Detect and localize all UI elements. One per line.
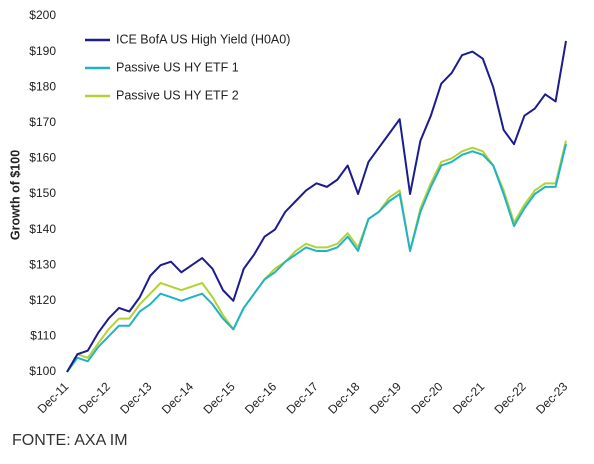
- y-tick-label: $200: [29, 8, 56, 22]
- y-tick-label: $190: [29, 44, 56, 58]
- x-tick-label: Dec-17: [284, 379, 321, 416]
- y-tick-label: $130: [29, 257, 56, 271]
- x-tick-label: Dec-18: [325, 379, 362, 416]
- x-tick-label: Dec-16: [242, 379, 279, 416]
- y-axis-label: Growth of $100: [8, 150, 22, 240]
- x-tick-label: Dec-15: [200, 379, 237, 416]
- y-tick-label: $110: [30, 329, 56, 343]
- series-line: [66, 143, 567, 373]
- y-tick-label: $100: [29, 364, 56, 378]
- y-tick-label: $170: [29, 115, 56, 129]
- x-tick-label: Dec-20: [408, 379, 445, 416]
- series-line: [66, 140, 567, 373]
- legend-label: ICE BofA US High Yield (H0A0): [116, 32, 290, 46]
- y-tick-label: $160: [29, 151, 56, 165]
- source: FONTE: AXA IM: [12, 432, 128, 449]
- x-tick-label: Dec-14: [159, 379, 196, 416]
- x-tick-label: Dec-19: [367, 379, 404, 416]
- legend: ICE BofA US High Yield (H0A0) Passive US …: [85, 32, 290, 102]
- x-tick-label: Dec-23: [533, 379, 570, 416]
- x-tick-label: Dec-12: [76, 379, 113, 416]
- y-tick-label: $180: [29, 79, 56, 93]
- x-tick-label: Dec-13: [117, 379, 154, 416]
- y-tick-label: $120: [29, 293, 56, 307]
- y-tick-label: $150: [29, 186, 56, 200]
- y-tick-label: $140: [29, 222, 56, 236]
- x-tick-label: Dec-22: [492, 379, 529, 416]
- x-tick-label: Dec-11: [35, 379, 72, 416]
- series-line: [66, 40, 567, 373]
- x-tick-label: Dec-21: [450, 379, 487, 416]
- legend-label: Passive US HY ETF 2: [116, 88, 239, 102]
- legend-label: Passive US HY ETF 1: [116, 60, 239, 74]
